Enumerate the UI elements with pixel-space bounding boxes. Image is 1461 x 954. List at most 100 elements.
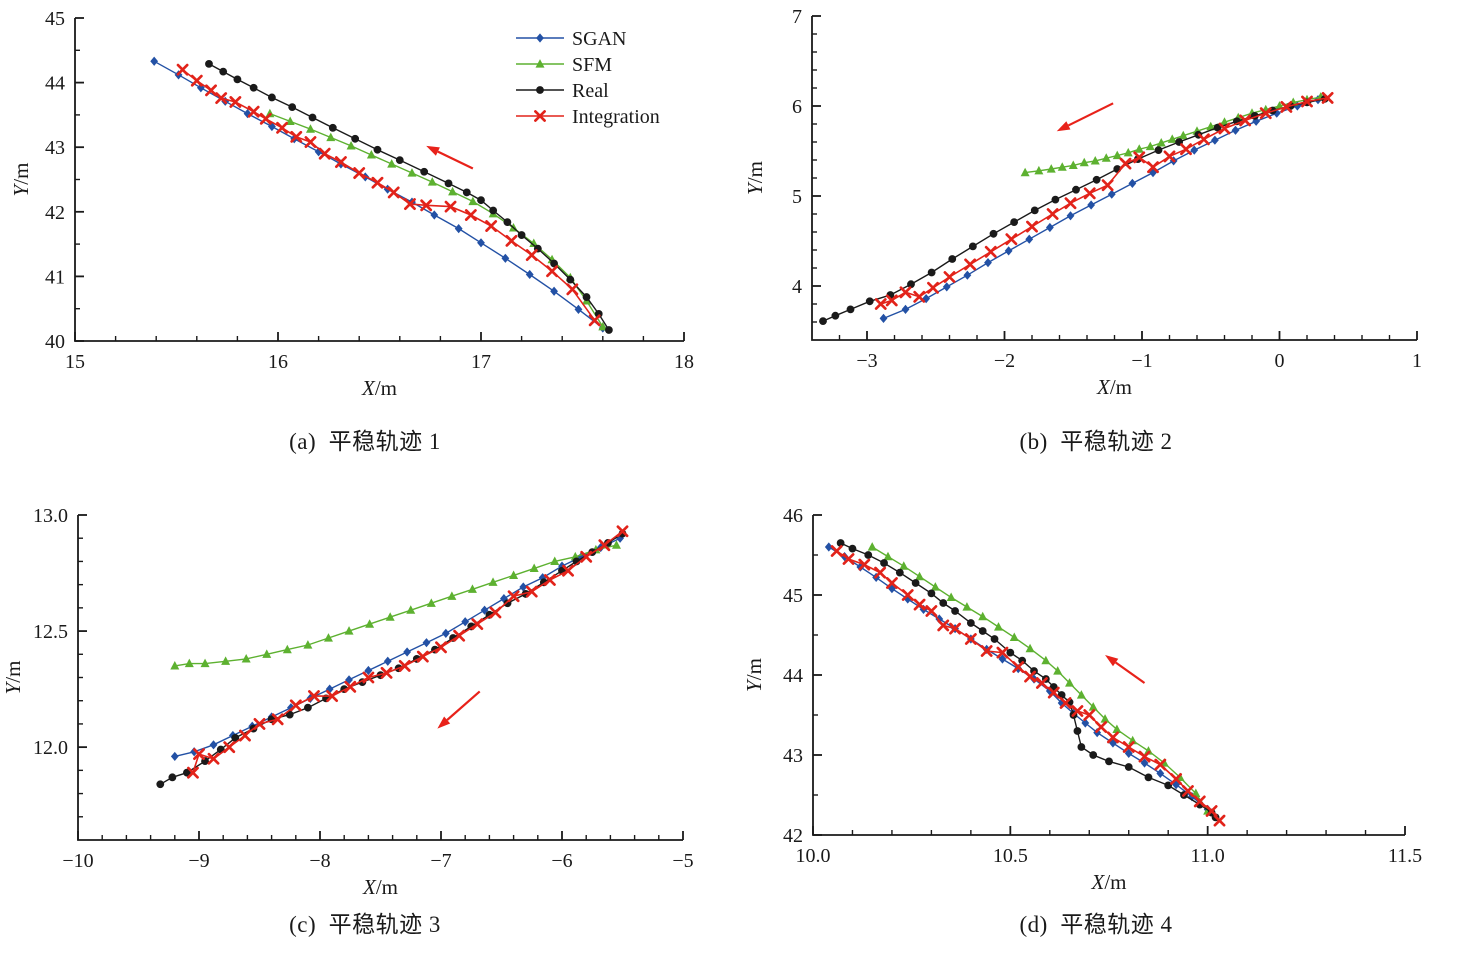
- sgan-marker: [574, 304, 583, 314]
- sfm-marker: [978, 611, 988, 621]
- sfm-marker: [611, 540, 621, 549]
- real-marker: [1077, 743, 1086, 751]
- real-marker: [1213, 123, 1222, 132]
- panel-c-x-tick-label: −5: [672, 850, 693, 872]
- panel-b-series-real-markers: [819, 94, 1329, 325]
- real-marker: [1144, 773, 1153, 782]
- real-marker: [420, 167, 429, 176]
- panel-a-series-sfm-markers: [265, 108, 608, 331]
- real-marker: [351, 134, 360, 143]
- integration-marker: [1193, 795, 1206, 808]
- panel-c-series-sgan-line: [174, 537, 621, 758]
- panel-c-direction-arrow: [437, 690, 481, 729]
- integration-marker: [308, 690, 320, 703]
- caption-c: (c) 平稳轨迹 3: [289, 912, 441, 937]
- sgan-marker: [824, 542, 833, 552]
- integration-marker: [353, 167, 366, 179]
- sgan-marker: [922, 294, 931, 304]
- sfm-marker: [1145, 141, 1155, 151]
- real-marker: [968, 242, 977, 251]
- sgan-marker: [519, 582, 528, 592]
- sgan-marker: [879, 313, 888, 323]
- real-marker: [978, 627, 987, 635]
- real-marker: [308, 113, 317, 122]
- sgan-marker: [558, 561, 566, 571]
- integration-marker: [1107, 731, 1119, 744]
- panel-a-x-tick-label: 17: [471, 351, 491, 373]
- sfm-marker: [344, 626, 354, 635]
- integration-marker: [980, 645, 993, 657]
- integration-marker: [858, 558, 871, 571]
- integration-marker: [1024, 670, 1037, 683]
- integration-marker: [1259, 107, 1272, 120]
- integration-marker: [1064, 197, 1077, 210]
- sfm-marker: [509, 570, 519, 579]
- sgan-marker: [337, 159, 345, 169]
- sfm-marker: [326, 132, 336, 142]
- panel-c-y-tick-label: 13.0: [33, 505, 68, 527]
- real-marker: [1073, 727, 1082, 735]
- real-marker: [594, 309, 603, 318]
- sfm-marker: [184, 658, 194, 668]
- sfm-marker: [1020, 167, 1030, 177]
- sfm-marker: [962, 602, 972, 611]
- integration-marker: [562, 564, 574, 577]
- integration-marker: [1071, 705, 1084, 717]
- integration-marker: [444, 200, 457, 213]
- integration-marker: [398, 659, 411, 672]
- sfm-marker: [387, 159, 397, 168]
- panel-d-series-integration-line: [836, 550, 1221, 822]
- integration-marker: [187, 766, 199, 779]
- real-marker: [1089, 751, 1098, 759]
- integration-marker: [507, 590, 520, 603]
- sgan-marker: [1124, 748, 1133, 758]
- real-marker: [848, 544, 857, 553]
- sfm-marker: [1123, 147, 1133, 157]
- panel-c-x-tick-label: −6: [551, 850, 572, 872]
- panel-c-x-axis-label: X/m: [362, 875, 398, 899]
- legend-label: SGAN: [572, 28, 626, 50]
- sgan-marker: [150, 56, 159, 66]
- integration-marker: [334, 156, 347, 169]
- sfm-marker: [468, 196, 478, 206]
- integration-marker: [566, 283, 579, 296]
- panel-c-x-tick-label: −7: [430, 850, 451, 872]
- sfm-marker: [170, 660, 180, 670]
- sgan-marker: [1210, 135, 1219, 145]
- panel-a-x-tick-label: 15: [65, 351, 85, 373]
- integration-marker: [435, 641, 447, 654]
- integration-marker: [925, 605, 938, 617]
- integration-marker: [899, 286, 912, 299]
- integration-marker: [420, 199, 433, 212]
- sgan-marker: [1066, 211, 1075, 221]
- real-marker: [927, 589, 936, 598]
- integration-marker: [580, 550, 593, 563]
- sgan-marker: [550, 286, 558, 296]
- integration-marker: [874, 566, 887, 579]
- integration-marker: [830, 545, 843, 557]
- integration-marker: [913, 598, 926, 611]
- panel-a-direction-arrow: [426, 145, 474, 170]
- real-marker: [948, 255, 957, 263]
- real-marker: [831, 311, 840, 320]
- sgan-marker: [1231, 125, 1240, 135]
- integration-marker: [1083, 709, 1096, 721]
- panel-b-series-integration-markers: [874, 91, 1334, 310]
- sfm-marker: [1057, 162, 1067, 171]
- legend-x-marker-icon: [534, 110, 546, 122]
- sgan-marker: [430, 210, 439, 220]
- real-marker: [550, 259, 558, 268]
- panel-d-y-tick-label: 45: [783, 585, 803, 607]
- integration-marker: [1119, 157, 1132, 170]
- integration-marker: [525, 249, 538, 262]
- panel-a-x-tick-label: 18: [674, 351, 694, 373]
- sfm-marker: [1046, 164, 1056, 173]
- panel-c-series-integration-markers: [187, 525, 629, 779]
- sgan-marker: [1057, 698, 1066, 708]
- panel-b-y-tick-label: 6: [792, 96, 802, 118]
- sgan-marker: [1004, 246, 1013, 256]
- real-marker: [205, 59, 213, 68]
- real-marker: [966, 619, 975, 627]
- panel-b-series-sgan-markers: [879, 95, 1322, 323]
- legend-label: Integration: [572, 106, 660, 128]
